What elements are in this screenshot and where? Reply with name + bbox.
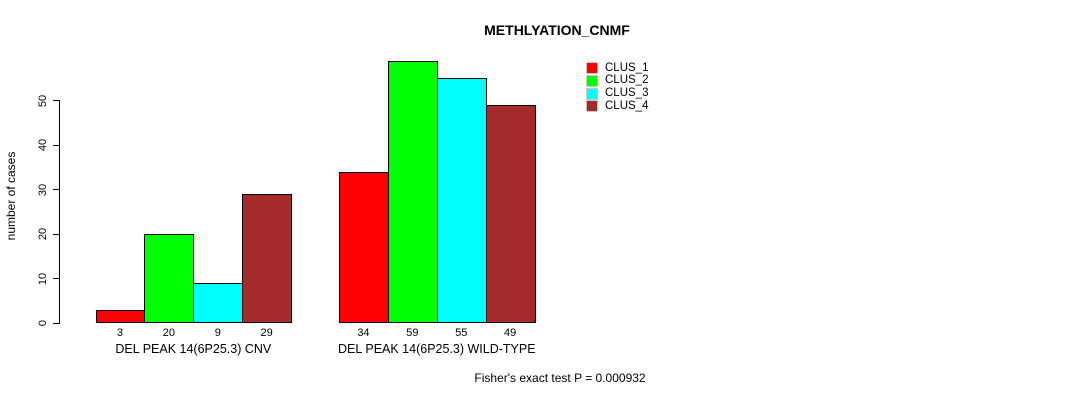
legend-label: CLUS_3: [605, 86, 649, 99]
legend-swatch-icon: [586, 100, 598, 113]
bar-value-label: 9: [214, 327, 221, 339]
y-tick-mark: [53, 144, 60, 146]
bar-value-label: 3: [116, 327, 123, 339]
y-tick-mark: [53, 100, 60, 102]
fisher-test-annotation: Fisher's exact test P = 0.000932: [474, 371, 646, 385]
y-tick-mark: [53, 233, 60, 235]
bar-value-label: 34: [357, 327, 370, 339]
bar-value-label: 59: [406, 327, 419, 339]
y-tick-label: 30: [37, 183, 49, 196]
bar-clus_1-group1: [96, 310, 146, 323]
bar-clus_3-group2: [437, 78, 487, 323]
legend-item: CLUS_3: [586, 87, 648, 100]
y-tick-label: 10: [37, 272, 49, 285]
y-tick-mark: [53, 189, 60, 191]
bar-clus_4-group1: [242, 194, 292, 323]
legend: CLUS_1 CLUS_2 CLUS_3 CLUS_4: [586, 62, 648, 113]
bar-value-label: 20: [162, 327, 175, 339]
bar-value-label: 49: [504, 327, 517, 339]
bar-clus_1-group2: [339, 172, 389, 323]
legend-item: CLUS_2: [586, 75, 648, 88]
y-tick-label: 50: [37, 94, 49, 107]
legend-swatch-icon: [586, 62, 598, 75]
y-tick-label: 0: [37, 319, 49, 327]
bar-clus_3-group1: [193, 283, 243, 323]
bar-value-label: 29: [260, 327, 273, 339]
y-axis-label: number of cases: [4, 151, 18, 241]
bar-clus_4-group2: [486, 105, 536, 323]
y-tick-label: 20: [37, 227, 49, 241]
y-tick-label: 40: [37, 138, 49, 152]
y-tick-mark: [53, 278, 60, 280]
bar-value-label: 55: [455, 327, 468, 339]
bar-clus_2-group2: [388, 61, 438, 323]
group-label: DEL PEAK 14(6P25.3) CNV: [115, 342, 272, 356]
legend-item: CLUS_1: [586, 62, 648, 75]
legend-label: CLUS_2: [605, 74, 649, 87]
bar-clus_2-group1: [144, 234, 194, 323]
legend-label: CLUS_1: [605, 61, 649, 74]
chart-title: METHLYATION_CNMF: [484, 22, 630, 38]
y-axis-line: [59, 100, 60, 323]
legend-label: CLUS_4: [605, 99, 649, 112]
legend-item: CLUS_4: [586, 100, 648, 113]
legend-swatch-icon: [586, 87, 598, 100]
group-label: DEL PEAK 14(6P25.3) WILD-TYPE: [338, 342, 536, 356]
y-tick-mark: [53, 322, 60, 324]
legend-swatch-icon: [586, 75, 598, 88]
